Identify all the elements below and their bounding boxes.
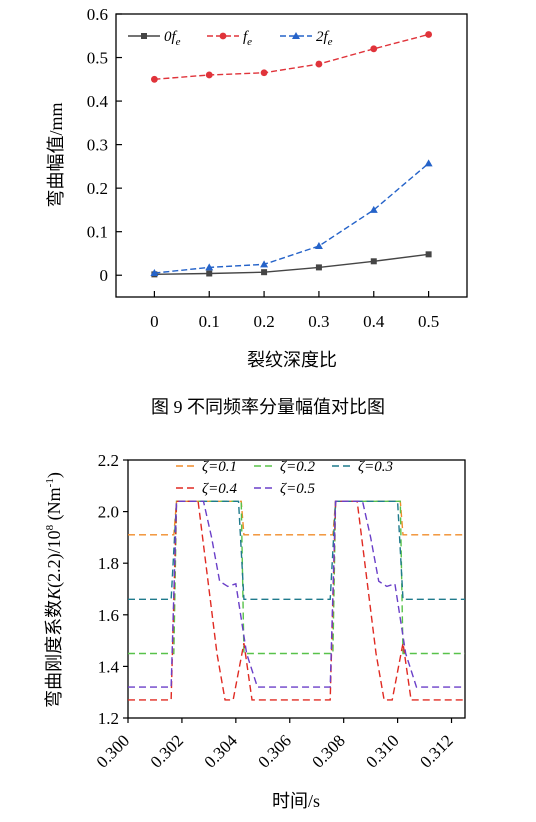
chart1-y-tick-label: 0.6 xyxy=(87,5,108,24)
chart1-series-line-1 xyxy=(154,33,429,81)
chart2-y-tick-label: 1.6 xyxy=(98,606,119,625)
chart1-data-point xyxy=(425,31,433,38)
chart2-series-line-1 xyxy=(128,500,465,655)
chart1-x-axis: 0 0.1 0.2 0.3 0.4 0.5 xyxy=(150,291,439,331)
chart1-legend-label: 0fe xyxy=(164,29,181,48)
chart2-y-tick-label: 1.4 xyxy=(98,657,120,676)
chart1-legend-marker xyxy=(141,33,147,39)
chart2-y-axis: 1.2 1.4 1.6 1.8 2.0 2.2 xyxy=(98,451,128,728)
chart1-data-point xyxy=(370,45,378,53)
chart1-y-tick-label: 0.2 xyxy=(87,179,108,198)
chart-1: 0 0.1 0.2 0.3 0.4 0.5 0.6 0 0.1 0.2 0.3 0.4 0.5 0fe… xyxy=(46,5,468,370)
chart2-series-line-3 xyxy=(128,500,465,701)
chart1-y-axis: 0 0.1 0.2 0.3 0.4 0.5 0.6 xyxy=(87,5,122,285)
chart1-data-point xyxy=(260,260,269,268)
chart1-x-tick-label: 0 xyxy=(150,312,159,331)
chart1-data-point xyxy=(315,264,322,271)
chart1-y-axis-label: 弯曲幅值/mm xyxy=(46,102,66,207)
chart1-legend-marker xyxy=(292,32,300,39)
chart2-legend-label: ζ=0.4 xyxy=(202,481,237,497)
chart2-x-tick-label: 0.302 xyxy=(147,731,187,771)
chart1-data-point xyxy=(150,269,159,277)
chart1-data-point xyxy=(260,69,268,77)
chart1-series-line-2 xyxy=(154,162,430,274)
chart2-x-axis-label: 时间/s xyxy=(272,791,320,811)
chart2-legend-label: ζ=0.3 xyxy=(358,459,393,475)
chart1-legend: 0fe fe 2fe xyxy=(128,29,333,48)
chart2-series-line-2 xyxy=(128,500,465,601)
chart1-legend-label: 2fe xyxy=(316,29,333,48)
chart1-series xyxy=(150,31,433,278)
chart2-y-tick-label: 1.8 xyxy=(98,554,119,573)
chart2-x-tick-label: 0.308 xyxy=(308,731,348,771)
figure-caption: 图 9 不同频率分量幅值对比图 xyxy=(151,397,385,417)
chart1-data-point xyxy=(425,251,432,258)
chart1-x-tick-label: 0.2 xyxy=(253,312,274,331)
chart1-y-tick-label: 0.4 xyxy=(87,92,109,111)
chart1-x-tick-label: 0.3 xyxy=(308,312,329,331)
chart2-y-axis-label: 弯曲刚度系数K(2.2)/108 (Nm-1) xyxy=(44,472,65,708)
chart-2: 1.21.41.61.82.02.2 0.300 0.302 0.304 0.306 0… xyxy=(44,451,466,811)
chart1-series-line-0 xyxy=(154,253,429,276)
chart1-data-point xyxy=(205,263,214,271)
chart2-series-line-0 xyxy=(128,500,465,536)
chart1-data-point xyxy=(424,159,433,167)
chart2-x-tick-label: 0.300 xyxy=(93,731,133,771)
chart1-data-point xyxy=(315,60,323,68)
chart1-data-point xyxy=(370,258,377,265)
chart1-x-tick-label: 0.1 xyxy=(199,312,220,331)
chart1-y-tick-label: 0.3 xyxy=(87,136,108,155)
chart1-data-point xyxy=(314,242,323,250)
chart2-series-line-4 xyxy=(128,500,465,688)
chart1-data-point xyxy=(369,205,378,213)
chart2-legend: ζ=0.1 ζ=0.2 ζ=0.3 ζ=0.4 ζ=0.5 xyxy=(176,459,393,497)
chart2-y-tick-label: 1.2 xyxy=(98,709,119,728)
chart2-y-tick-label: 2.2 xyxy=(98,451,119,470)
chart1-x-tick-label: 0.5 xyxy=(418,312,439,331)
chart1-y-tick-label: 0.1 xyxy=(87,223,108,242)
chart1-x-axis-label: 裂纹深度比 xyxy=(247,350,337,370)
chart2-y-tick-label: 2.0 xyxy=(98,503,119,522)
chart1-legend-label: fe xyxy=(243,29,252,48)
chart2-x-tick-label: 0.304 xyxy=(201,731,242,772)
chart1-plot-frame xyxy=(115,13,468,298)
chart2-series xyxy=(128,500,465,701)
chart2-x-axis: 0.300 0.302 0.304 0.306 0.308 0.310 0.312 xyxy=(93,718,457,772)
chart1-x-tick-label: 0.4 xyxy=(363,312,385,331)
chart1-data-point xyxy=(206,270,213,277)
chart2-x-tick-label: 0.312 xyxy=(416,731,456,771)
chart2-x-tick-label: 0.306 xyxy=(254,731,294,771)
chart1-data-point xyxy=(261,269,268,276)
chart2-x-tick-label: 0.310 xyxy=(362,731,402,771)
chart1-data-point xyxy=(150,75,158,83)
chart1-legend-marker xyxy=(219,32,227,40)
chart2-legend-label: ζ=0.5 xyxy=(280,481,315,497)
chart2-legend-label: ζ=0.1 xyxy=(202,459,237,475)
chart2-plot-frame xyxy=(127,459,466,719)
chart1-y-tick-label: 0.5 xyxy=(87,49,108,68)
chart1-data-point xyxy=(205,71,213,79)
chart1-y-tick-label: 0 xyxy=(100,266,109,285)
chart2-legend-label: ζ=0.2 xyxy=(280,459,315,475)
